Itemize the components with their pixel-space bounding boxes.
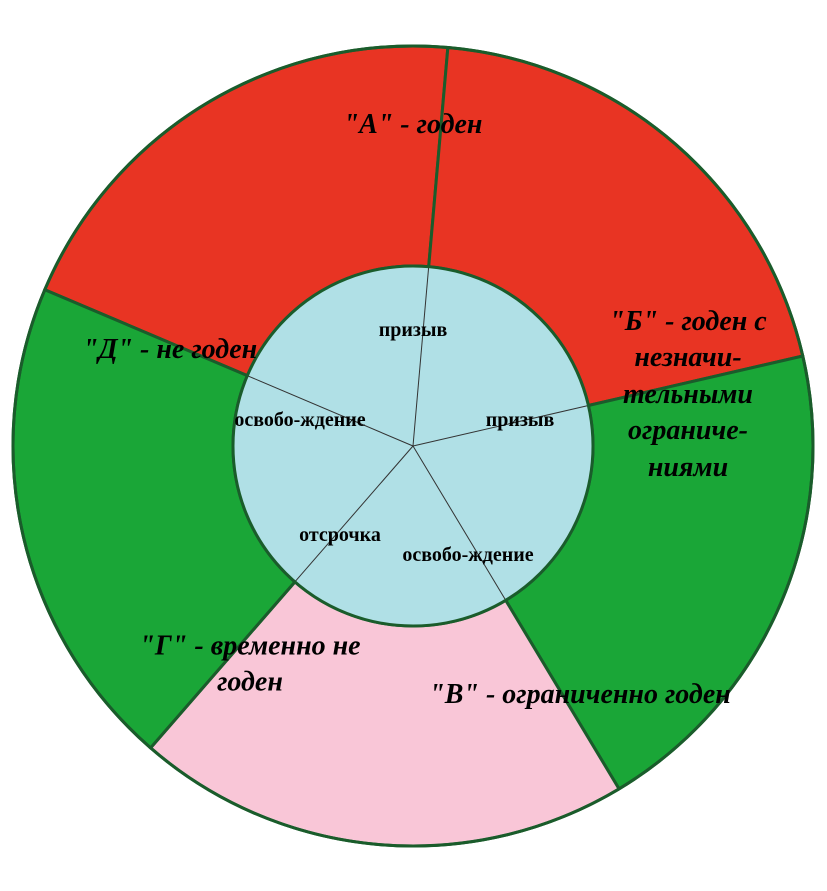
fitness-category-chart: "А" - годенпризыв"Б" - годен с незначи-т… <box>0 0 827 891</box>
pie-chart-svg <box>0 0 827 891</box>
